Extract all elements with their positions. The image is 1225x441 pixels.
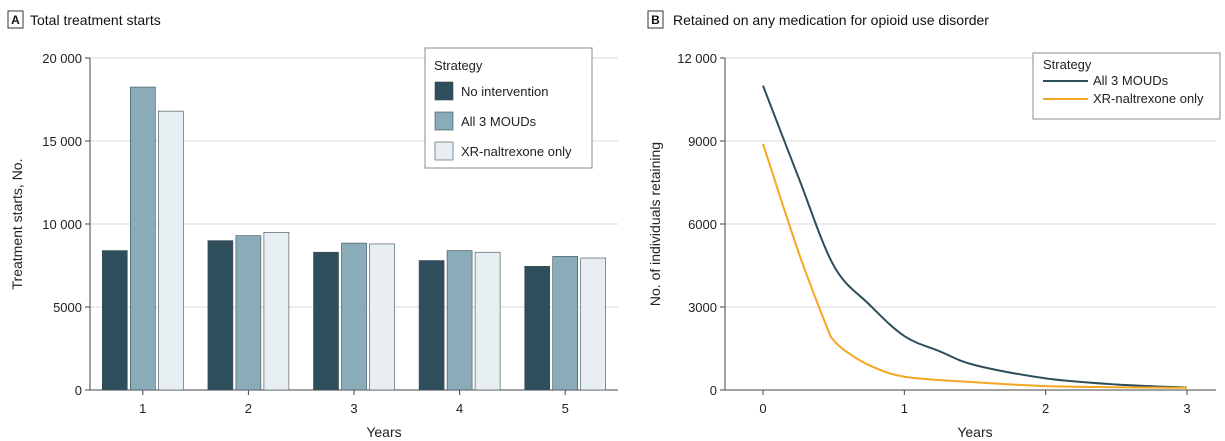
- bar: [130, 86, 156, 391]
- bar: [369, 243, 395, 391]
- y-tick-label-a: 5000: [53, 300, 82, 315]
- line-all3-mouds: [762, 85, 1188, 389]
- y-tick-label-b: 0: [710, 383, 717, 398]
- x-axis-title-a: Years: [366, 424, 401, 440]
- x-tick-label-a: 5: [562, 401, 569, 416]
- bar: [341, 242, 367, 391]
- bar: [313, 251, 339, 391]
- legend-b: [1032, 52, 1221, 120]
- x-tick-label-b: 0: [759, 401, 766, 416]
- x-tick-label-a: 1: [139, 401, 146, 416]
- bar: [207, 240, 234, 391]
- bar: [474, 251, 501, 391]
- y-tick-label-b: 12 000: [677, 51, 717, 66]
- legend-a-title: Strategy: [434, 58, 483, 73]
- panel-a-letter-box: [7, 10, 24, 29]
- panel-b-letter-box: [647, 10, 664, 29]
- legend-a-label: No intervention: [461, 84, 548, 99]
- legend-b-title: Strategy: [1043, 57, 1092, 72]
- panel-b-header: B Retained on any medication for opioid …: [647, 10, 989, 29]
- x-tick-label-a: 3: [350, 401, 357, 416]
- y-tick-label-a: 10 000: [42, 217, 82, 232]
- x-tick-label-b: 2: [1042, 401, 1049, 416]
- legend-a-swatch: [434, 141, 454, 161]
- y-axis-title-b: No. of individuals retaining: [647, 142, 663, 306]
- bar: [446, 250, 473, 391]
- x-tick-label-a: 2: [245, 401, 252, 416]
- legend-a-swatch: [434, 111, 454, 131]
- y-tick-label-b: 3000: [688, 300, 717, 315]
- legend-a-label: All 3 MOUDs: [461, 114, 537, 129]
- bar: [235, 235, 262, 391]
- y-tick-label-a: 20 000: [42, 51, 82, 66]
- x-tick-label-b: 1: [901, 401, 908, 416]
- chart-a: 0 5000 10 000 15 000 20 000 1 2 3 4 5 Years Treatme…: [9, 47, 618, 440]
- panel-b-letter: B: [651, 13, 660, 27]
- panel-a-letter: A: [11, 13, 20, 27]
- bar: [102, 250, 128, 391]
- bar: [524, 266, 551, 391]
- y-axis-title-a: Treatment starts, No.: [9, 159, 25, 290]
- y-tick-label-a: 15 000: [42, 134, 82, 149]
- panel-a-title: Total treatment starts: [30, 12, 161, 28]
- y-tick-label-b: 9000: [688, 134, 717, 149]
- bar: [552, 256, 579, 391]
- chart-b: 0 3000 6000 9000 12 000 0 1 2 3 Years No. of indiv…: [647, 51, 1221, 440]
- bar: [158, 110, 184, 391]
- bar: [418, 260, 445, 391]
- x-tick-label-a: 4: [456, 401, 463, 416]
- panel-a-header: A Total treatment starts: [7, 10, 161, 29]
- line-xr-naltrexone: [762, 143, 1188, 389]
- legend-b-label: All 3 MOUDs: [1093, 73, 1169, 88]
- panel-b-title: Retained on any medication for opioid us…: [673, 12, 989, 28]
- legend-a-label: XR-naltrexone only: [461, 144, 572, 159]
- y-tick-label-a: 0: [75, 383, 82, 398]
- x-axis-title-b: Years: [957, 424, 992, 440]
- bar: [263, 232, 290, 391]
- legend-b-label: XR-naltrexone only: [1093, 91, 1204, 106]
- legend-a-swatch: [434, 81, 454, 101]
- y-tick-label-b: 6000: [688, 217, 717, 232]
- x-tick-label-b: 3: [1183, 401, 1190, 416]
- bar: [580, 257, 607, 391]
